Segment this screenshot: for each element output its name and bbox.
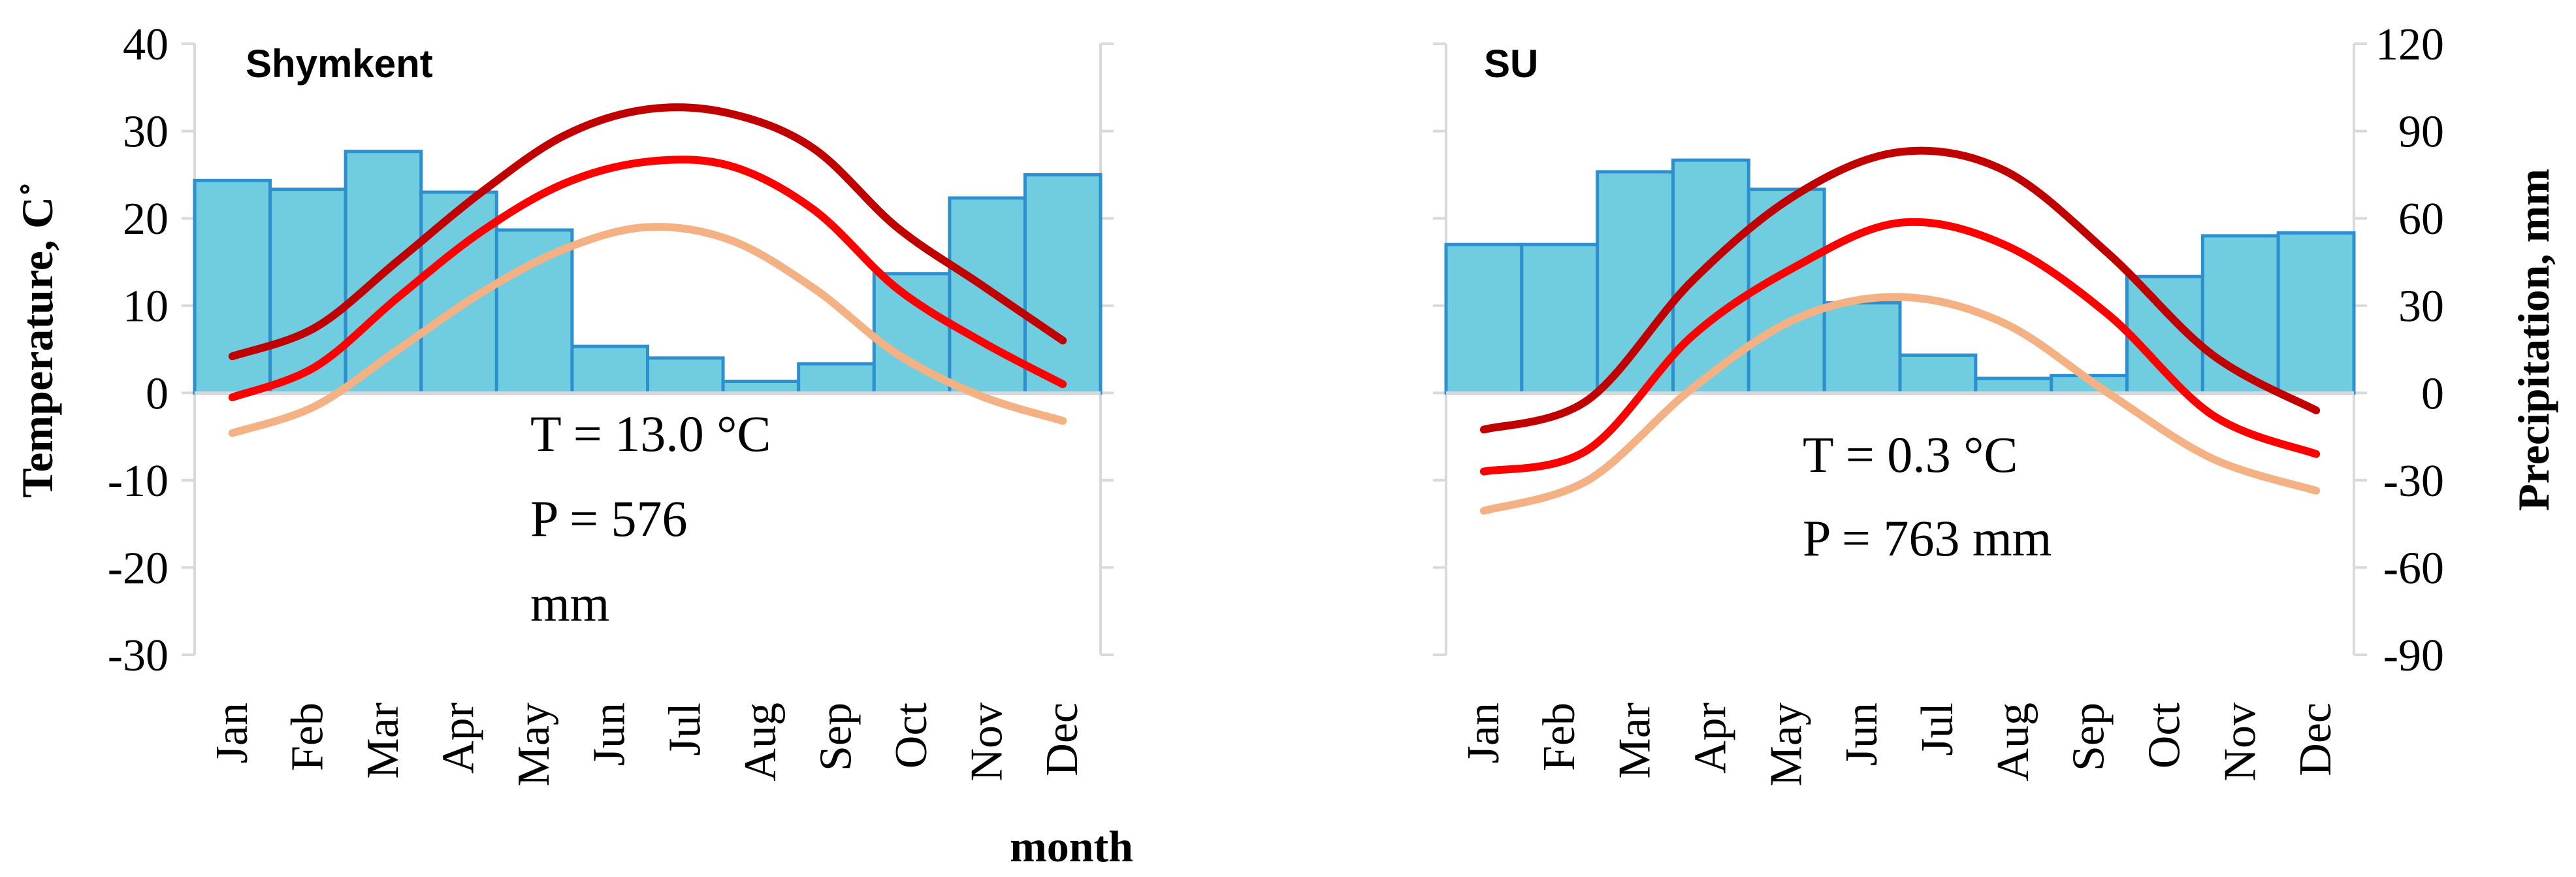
temperature-line-tmin (1479, 293, 2321, 515)
precipitation-bar (268, 188, 347, 395)
precipitation-tick-label: 120 (2375, 20, 2444, 70)
month-tick-label: Dec (2291, 703, 2341, 776)
month-tick-label: Dec (1037, 703, 1087, 776)
month-tick-label: Sep (2064, 703, 2114, 771)
month-tick-label: Aug (1988, 703, 2038, 782)
precipitation-tick-label: -90 (2383, 631, 2444, 681)
chart-title: Shymkent (246, 42, 433, 86)
month-tick-label: Jun (1837, 703, 1887, 766)
precipitation-tick-label: 60 (2398, 194, 2444, 244)
month-tick-label: Jul (660, 703, 710, 756)
precipitation-bar (1974, 376, 2053, 395)
precipitation-bar (646, 356, 725, 395)
temperature-tick-label: 10 (123, 282, 169, 332)
temperature-tick-label: 30 (123, 107, 169, 157)
precipitation-bar (1596, 170, 1675, 395)
temperature-line-tmean (1479, 218, 2321, 476)
month-tick-label: Jan (1458, 703, 1509, 763)
chart-title: SU (1484, 42, 1538, 86)
climate-annotation: P = 576 (530, 490, 687, 547)
precipitation-tick-label: -30 (2383, 456, 2444, 506)
month-tick-label: Oct (2139, 702, 2189, 769)
temperature-tick-label: 20 (123, 194, 169, 244)
precipitation-bar (494, 228, 574, 395)
month-tick-label: Mar (1610, 703, 1660, 779)
precipitation-bar (1520, 242, 1600, 395)
climate-annotation: mm (530, 575, 609, 632)
temperature-tick-label: -10 (108, 456, 169, 506)
precipitation-bar (2200, 234, 2280, 395)
month-tick-label: Oct (886, 702, 937, 769)
temperature-line-tmax (1479, 146, 2321, 434)
temperature-line-tmin (228, 223, 1067, 437)
month-tick-label: Feb (1534, 703, 1585, 771)
x-axis-title: month (1010, 821, 1133, 871)
month-tick-label: Jul (1912, 703, 1963, 756)
precipitation-bar (2276, 231, 2356, 395)
chart-panel-1: Jan Feb Mar Apr May Jun Jul Aug Sep Oct Nov Dec Shym… (12, 20, 1133, 871)
precipitation-tick-label: 90 (2398, 107, 2444, 157)
precipitation-tick-label: -60 (2383, 543, 2444, 593)
temperature-tick-label: -30 (108, 631, 169, 681)
month-tick-label: Nov (962, 703, 1012, 782)
precipitation-bar (193, 178, 272, 395)
month-tick-label: May (1761, 703, 1811, 786)
month-tick-label: Nov (2215, 703, 2265, 782)
month-tick-label: Jan (207, 703, 257, 763)
month-tick-label: Apr (434, 703, 484, 774)
chart-panel-2: Jan Feb Mar Apr May Jun Jul Aug Sep Oct Nov Dec SU T … (1433, 20, 2558, 786)
month-tick-label: May (509, 703, 559, 786)
climate-annotation: T = 0.3 °C (1803, 426, 2018, 483)
y-axis-title: Temperature, C˚ (12, 182, 62, 497)
precipitation-bar (721, 379, 801, 395)
month-tick-label: Aug (735, 703, 786, 782)
month-tick-label: Jun (585, 703, 635, 766)
temperature-tick-label: 0 (146, 369, 169, 419)
temperature-line-tmax (228, 103, 1067, 361)
temperature-tick-label: -20 (108, 543, 169, 593)
y2-axis-title: Precipitation, mm (2509, 169, 2558, 511)
precipitation-bar (570, 344, 650, 395)
precipitation-bar (1444, 242, 1524, 395)
temperature-line-tmean (228, 156, 1067, 401)
month-tick-label: Mar (358, 703, 408, 779)
precipitation-bar (1822, 301, 1902, 395)
climate-annotation: P = 763 mm (1803, 510, 2052, 567)
month-tick-label: Sep (811, 703, 861, 771)
precipitation-bar (948, 196, 1027, 395)
climate-annotation: T = 13.0 °C (530, 405, 771, 462)
precipitation-tick-label: 30 (2398, 282, 2444, 332)
precipitation-bar (797, 362, 876, 395)
precipitation-bar (1898, 353, 1978, 395)
precipitation-tick-label: 0 (2421, 369, 2444, 419)
month-tick-label: Feb (282, 703, 332, 771)
precipitation-bar (1023, 173, 1103, 395)
month-tick-label: Apr (1685, 703, 1735, 774)
temperature-tick-label: 40 (123, 20, 169, 70)
